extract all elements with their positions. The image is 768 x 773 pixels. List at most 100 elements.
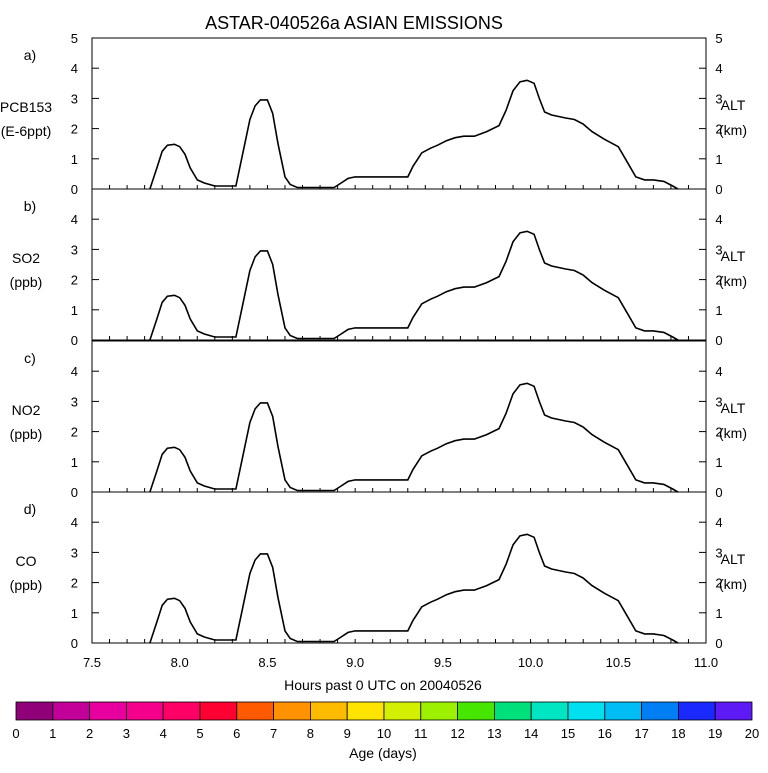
panel-pcb153: 0 0 1 1 2 2 3 3 4 4 5 5 a) PCB153 (E-6ppt) ALT (km) <box>0 31 747 197</box>
altitude-line <box>149 382 679 493</box>
colorbar-tick-label: 9 <box>344 726 351 741</box>
panel-no2: 0 0 1 1 2 2 3 3 4 4 c) NO2 (ppb) ALT (km) <box>10 340 747 500</box>
colorbar-tick-label: 6 <box>233 726 240 741</box>
panel-letter: c) <box>24 350 36 366</box>
alt-label: ALT <box>721 248 746 264</box>
colorbar-tick-label: 2 <box>86 726 93 741</box>
y-tick-label-right: 1 <box>715 152 722 167</box>
colorbar-swatch <box>162 701 201 721</box>
panel-so2: 0 0 1 1 2 2 3 3 4 4 b) SO2 (ppb) ALT (km) <box>10 188 747 348</box>
y-tick-label: 2 <box>71 425 78 440</box>
x-tick-label: 11.0 <box>694 655 718 670</box>
colorbar-tick-label: 15 <box>561 726 575 741</box>
y-tick-label: 0 <box>71 182 78 197</box>
colorbar-swatch <box>309 701 348 721</box>
colorbar-tick-label: 14 <box>524 726 538 741</box>
x-tick-label: 8.0 <box>171 655 189 670</box>
altitude-line <box>149 533 679 644</box>
alt-label: ALT <box>721 400 746 416</box>
y-tick-label-right: 3 <box>715 242 722 257</box>
x-tick-label: 7.5 <box>83 655 101 670</box>
colorbar-swatch <box>89 701 127 721</box>
y-tick-label-right: 0 <box>715 182 722 197</box>
panel-frame <box>91 340 707 493</box>
panel-letter: d) <box>24 501 36 517</box>
y-tick-label: 4 <box>71 515 78 530</box>
y-tick-label: 0 <box>71 636 78 651</box>
y-tick-label-right: 0 <box>715 485 722 500</box>
units-label: (ppb) <box>10 577 43 593</box>
y-tick-label-right: 3 <box>715 394 722 409</box>
colorbar-swatch <box>199 701 238 721</box>
y-tick-label-right: 4 <box>715 515 722 530</box>
y-tick-label: 0 <box>71 485 78 500</box>
y-tick-label: 4 <box>71 364 78 379</box>
colorbar-swatch <box>383 701 422 721</box>
y-tick-label: 0 <box>71 333 78 348</box>
colorbar-swatch <box>604 701 642 721</box>
y-tick-label-right: 3 <box>715 91 722 106</box>
colorbar-swatch <box>236 701 275 721</box>
y-tick-label-right: 4 <box>715 212 722 227</box>
altitude-line <box>149 230 679 341</box>
colorbar-swatch <box>530 701 569 721</box>
y-tick-label: 3 <box>71 394 78 409</box>
colorbar-tick-label: 20 <box>745 726 759 741</box>
y-tick-label: 3 <box>71 91 78 106</box>
y-tick-label: 3 <box>71 242 78 257</box>
species-label: SO2 <box>12 250 40 266</box>
units-label: (ppb) <box>10 426 43 442</box>
colorbar-swatch <box>273 701 311 721</box>
alt-units: (km) <box>719 425 747 441</box>
y-tick-label: 5 <box>71 31 78 46</box>
units-label: (E-6ppt) <box>1 123 52 139</box>
species-label: NO2 <box>12 402 41 418</box>
colorbar-tick-label: 1 <box>49 726 56 741</box>
y-tick-label: 4 <box>71 212 78 227</box>
altitude-line <box>149 79 679 190</box>
y-tick-label-right: 4 <box>715 61 722 76</box>
y-tick-label-right: 2 <box>715 576 722 591</box>
colorbar-tick-label: 7 <box>270 726 277 741</box>
colorbar-label: Age (days) <box>349 745 417 761</box>
y-tick-label-right: 0 <box>715 333 722 348</box>
colorbar-tick-label: 8 <box>307 726 314 741</box>
colorbar-swatch <box>457 701 495 721</box>
y-tick-label-right: 2 <box>715 425 722 440</box>
alt-label: ALT <box>721 97 746 113</box>
y-tick-label: 2 <box>71 273 78 288</box>
colorbar-tick-label: 17 <box>634 726 648 741</box>
colorbar-tick-label: 19 <box>708 726 722 741</box>
y-tick-label-right: 3 <box>715 545 722 560</box>
colorbar-tick-label: 11 <box>414 726 428 741</box>
panel-frame <box>91 491 707 644</box>
units-label: (ppb) <box>10 274 43 290</box>
species-label: CO <box>16 553 37 569</box>
colorbar-tick-label: 0 <box>12 726 19 741</box>
y-tick-label: 3 <box>71 545 78 560</box>
y-tick-label: 1 <box>71 606 78 621</box>
chart-title: ASTAR-040526a ASIAN EMISSIONS <box>205 13 503 33</box>
y-tick-label-right: 0 <box>715 636 722 651</box>
y-tick-label: 1 <box>71 303 78 318</box>
x-tick-label: 9.5 <box>434 655 452 670</box>
y-tick-label: 1 <box>71 455 78 470</box>
y-tick-label: 2 <box>71 576 78 591</box>
panels: 0 0 1 1 2 2 3 3 4 4 5 5 a) PCB153 (E-6ppt) ALT (km) 0 0 1 1 2… <box>0 31 747 651</box>
colorbar-swatch <box>126 701 164 721</box>
panel-frame <box>91 188 707 341</box>
colorbar-swatch <box>493 701 532 721</box>
colorbar: 0 1 2 3 4 5 6 7 8 9 10 11 12 13 14 15 16 17 18 19 20 <box>12 701 759 741</box>
colorbar-tick-label: 16 <box>598 726 612 741</box>
x-axis-label: Hours past 0 UTC on 20040526 <box>284 677 482 693</box>
colorbar-swatch <box>678 701 716 721</box>
colorbar-swatch <box>15 701 54 721</box>
x-axis: 7.5 8.0 8.5 9.0 9.5 10.0 10.5 11.0 <box>83 655 718 670</box>
species-label: PCB153 <box>0 99 52 115</box>
colorbar-swatch <box>52 701 90 721</box>
alt-units: (km) <box>719 122 747 138</box>
x-tick-label: 9.0 <box>346 655 364 670</box>
alt-label: ALT <box>721 551 746 567</box>
colorbar-tick-label: 10 <box>377 726 391 741</box>
x-tick-label: 10.5 <box>606 655 631 670</box>
